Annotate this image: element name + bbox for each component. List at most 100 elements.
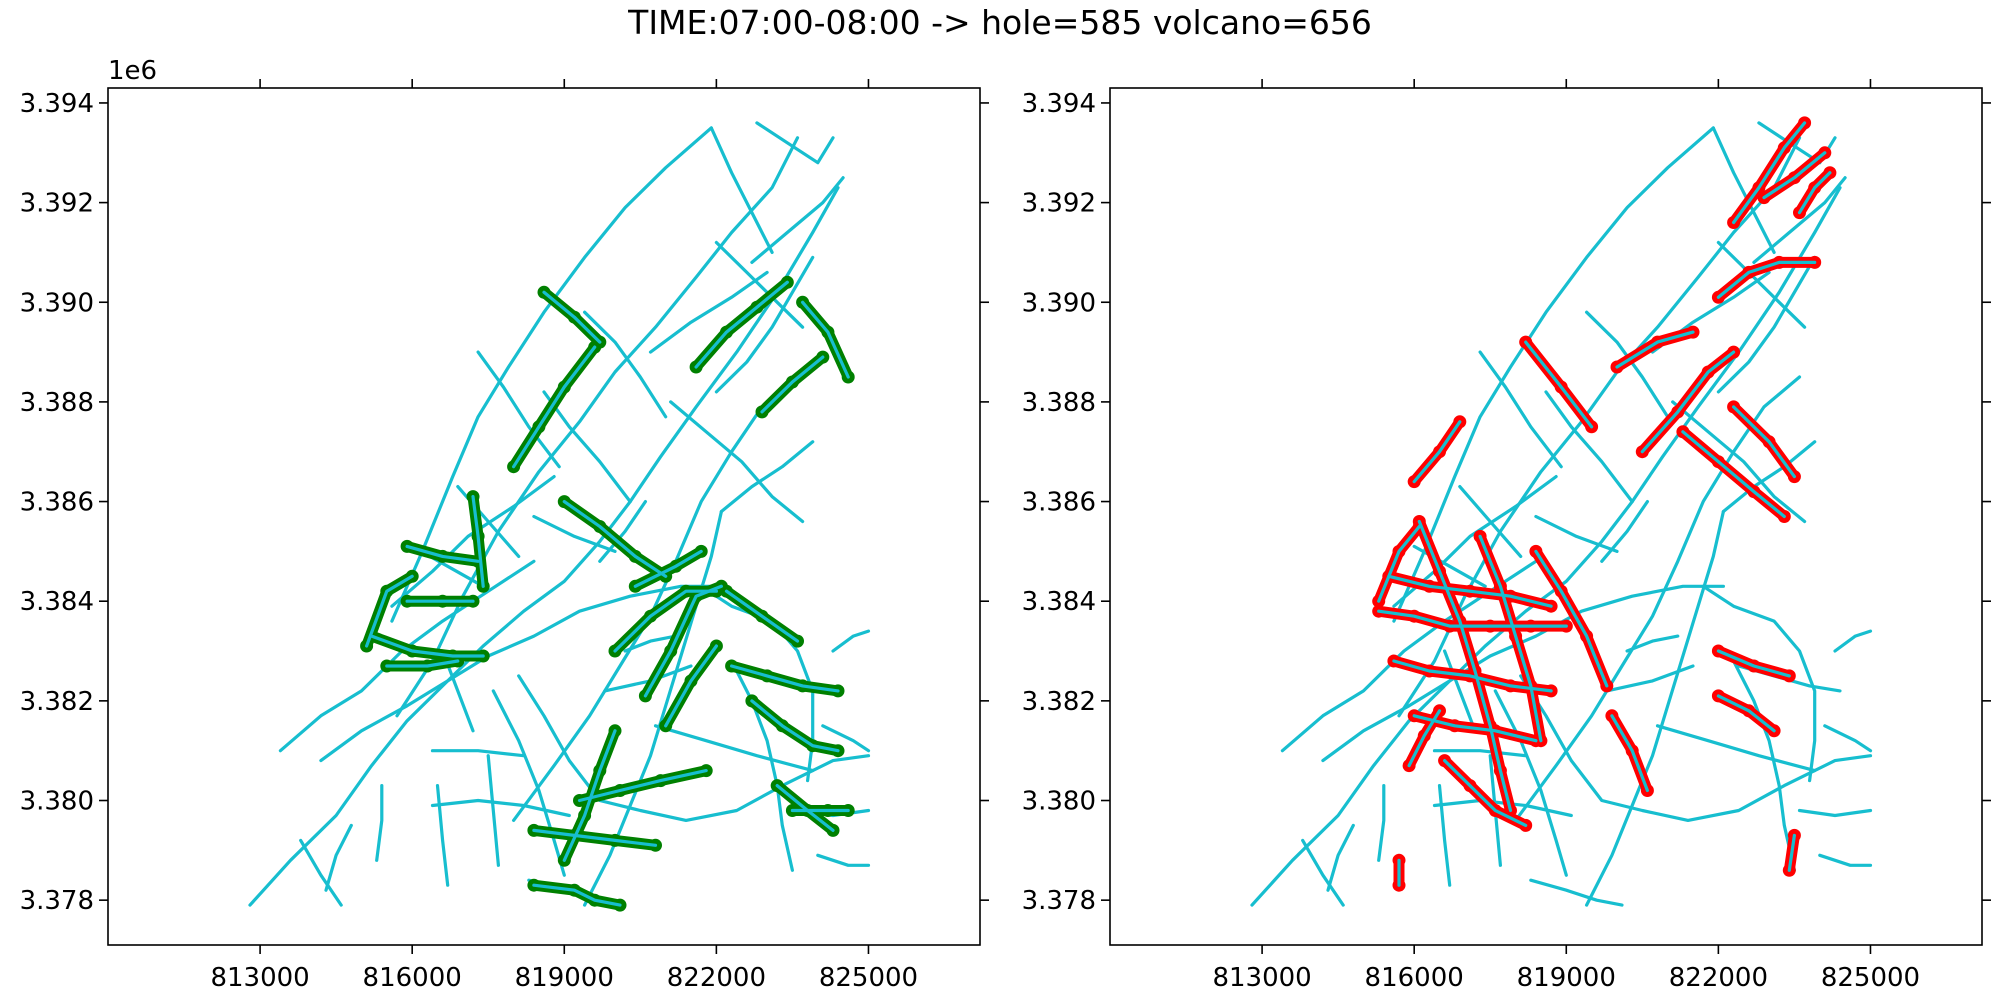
x-tick-label: 825000 xyxy=(819,963,918,993)
road-segment xyxy=(1437,783,1452,887)
x-tick-label: 816000 xyxy=(1365,963,1464,993)
road-segment xyxy=(324,823,353,892)
road-segment xyxy=(1584,509,1726,907)
y-tick-label: 3.392 xyxy=(20,189,94,219)
y-tick-label: 3.382 xyxy=(20,687,94,717)
road-segment xyxy=(598,500,648,563)
road-segment-overlay xyxy=(532,883,622,907)
road-segment-overlay xyxy=(1762,151,1827,200)
road-segment-overlay xyxy=(1387,574,1553,608)
road-segment-overlay xyxy=(1716,260,1817,299)
x-tick-label: 813000 xyxy=(210,963,309,993)
x-tick-label: 825000 xyxy=(1821,963,1920,993)
road-segment-overlay xyxy=(633,549,703,588)
road-segment xyxy=(714,255,815,394)
road-segment xyxy=(831,629,871,653)
road-segment-overlay xyxy=(775,783,835,833)
y-tick-label: 3.390 xyxy=(20,288,94,318)
road-segment xyxy=(1377,783,1386,862)
road-segment xyxy=(1701,584,1817,783)
x-axis-volcano: 813000 816000 819000 822000 825000 xyxy=(1212,79,1920,993)
road-segment xyxy=(816,853,871,867)
y-tick-label: 3.380 xyxy=(1022,787,1096,817)
road-segment-overlay xyxy=(365,574,414,648)
x-tick-label: 819000 xyxy=(1517,963,1616,993)
road-segment xyxy=(1493,689,1568,877)
road-segment-overlay xyxy=(1377,609,1568,628)
road-segment-overlay xyxy=(760,355,825,414)
road-segment xyxy=(1250,186,1842,907)
road-segment-overlay xyxy=(694,280,789,369)
road-segment-overlay xyxy=(1615,330,1695,369)
road-segment xyxy=(719,440,815,514)
road-segment xyxy=(542,390,632,504)
road-segment-overlay xyxy=(729,664,840,693)
road-segment-overlay xyxy=(800,300,850,379)
road-segment-overlay xyxy=(1534,549,1609,688)
road-segment-overlay xyxy=(1524,340,1594,429)
y-tick-label: 3.380 xyxy=(20,787,94,817)
y-tick-label: 3.392 xyxy=(1022,189,1096,219)
road-segment xyxy=(821,724,871,753)
road-segment xyxy=(669,400,805,524)
y-tick-label: 3.388 xyxy=(20,388,94,418)
road-segment xyxy=(430,798,571,818)
y-axis-hole: 3.378 3.380 3.382 3.384 3.386 3.388 3.390 3.392… xyxy=(20,89,989,916)
x-tick-label: 822000 xyxy=(1669,963,1768,993)
road-segment xyxy=(648,270,769,354)
road-segment xyxy=(1818,853,1873,867)
road-segment xyxy=(729,659,795,872)
road-segment-overlay xyxy=(1640,350,1736,454)
y-axis-volcano: 3.378 3.380 3.382 3.384 3.386 3.388 3.390 3.392… xyxy=(1022,89,1991,916)
road-segment-overlay xyxy=(1478,534,1543,743)
road-segment xyxy=(1412,544,1487,588)
figure-title: TIME:07:00-08:00 -> hole=585 volcano=656 xyxy=(627,3,1372,42)
road-segment xyxy=(1625,634,1680,653)
road-segment-overlay xyxy=(1681,430,1786,519)
road-segment xyxy=(653,724,815,773)
road-segment xyxy=(1442,649,1477,733)
road-segment-overlay xyxy=(724,589,800,643)
road-segment-overlay xyxy=(1377,524,1421,603)
road-segment xyxy=(1797,808,1873,818)
road-segment-overlay xyxy=(542,290,602,344)
road-segment xyxy=(1711,126,1776,254)
x-tick-label: 816000 xyxy=(363,963,462,993)
axes-frame-volcano xyxy=(1109,87,1983,946)
road-network-volcano xyxy=(1250,121,1873,907)
road-segment xyxy=(375,783,384,862)
panel-hole: 813000 816000 819000 822000 825000 3.378 3.38… xyxy=(20,56,989,993)
road-segment-overlay xyxy=(1716,694,1776,733)
road-segment xyxy=(1833,629,1873,653)
road-segment-overlay xyxy=(1731,121,1807,225)
road-segment xyxy=(1731,659,1797,872)
panel-volcano: 813000 816000 819000 822000 825000 3.378 3.38… xyxy=(1022,79,1991,993)
road-segment-overlay xyxy=(385,659,460,668)
road-segment-overlay xyxy=(577,768,708,803)
road-segment-overlay xyxy=(1731,405,1797,479)
axes-frame-hole xyxy=(107,87,981,946)
road-segment-overlay xyxy=(1417,519,1513,813)
road-segment xyxy=(435,783,450,887)
road-segment-overlay xyxy=(471,495,485,588)
road-segment xyxy=(1458,485,1523,559)
road-segment xyxy=(1600,500,1650,563)
road-segment-overlay xyxy=(1716,649,1791,678)
road-segment xyxy=(1605,664,1695,693)
road-segment xyxy=(511,375,800,823)
y-tick-label: 3.394 xyxy=(20,89,94,119)
y-offset-label: 1e6 xyxy=(108,56,157,86)
y-tick-label: 3.384 xyxy=(1022,587,1096,617)
road-segment xyxy=(486,754,500,867)
road-segment xyxy=(1301,838,1345,907)
road-segment xyxy=(1432,749,1528,758)
road-overlay-hole xyxy=(365,280,850,907)
road-segment xyxy=(1823,724,1873,753)
road-segment xyxy=(390,475,556,608)
road-segment xyxy=(1716,255,1817,394)
road-segment-overlay xyxy=(1797,171,1832,215)
road-segment xyxy=(248,186,840,907)
road-segment xyxy=(1432,798,1573,818)
road-segment xyxy=(714,240,805,329)
road-segment-overlay xyxy=(1442,758,1528,828)
